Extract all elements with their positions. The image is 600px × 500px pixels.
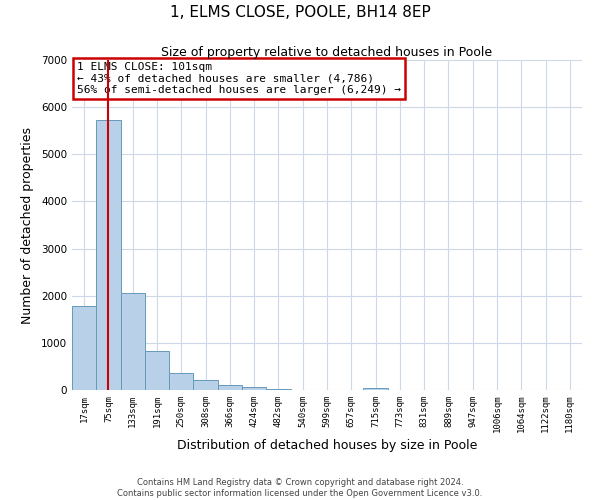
Bar <box>193 380 218 390</box>
Bar <box>169 372 193 390</box>
Bar <box>121 293 145 390</box>
Bar <box>218 386 242 390</box>
Text: 1, ELMS CLOSE, POOLE, BH14 8EP: 1, ELMS CLOSE, POOLE, BH14 8EP <box>170 5 430 20</box>
Bar <box>72 306 96 390</box>
Bar <box>242 387 266 390</box>
X-axis label: Distribution of detached houses by size in Poole: Distribution of detached houses by size … <box>177 440 477 452</box>
Title: Size of property relative to detached houses in Poole: Size of property relative to detached ho… <box>161 46 493 59</box>
Bar <box>364 388 388 390</box>
Y-axis label: Number of detached properties: Number of detached properties <box>21 126 34 324</box>
Text: 1 ELMS CLOSE: 101sqm
← 43% of detached houses are smaller (4,786)
56% of semi-de: 1 ELMS CLOSE: 101sqm ← 43% of detached h… <box>77 62 401 95</box>
Text: Contains HM Land Registry data © Crown copyright and database right 2024.
Contai: Contains HM Land Registry data © Crown c… <box>118 478 482 498</box>
Bar <box>96 120 121 390</box>
Bar <box>266 388 290 390</box>
Bar <box>145 351 169 390</box>
